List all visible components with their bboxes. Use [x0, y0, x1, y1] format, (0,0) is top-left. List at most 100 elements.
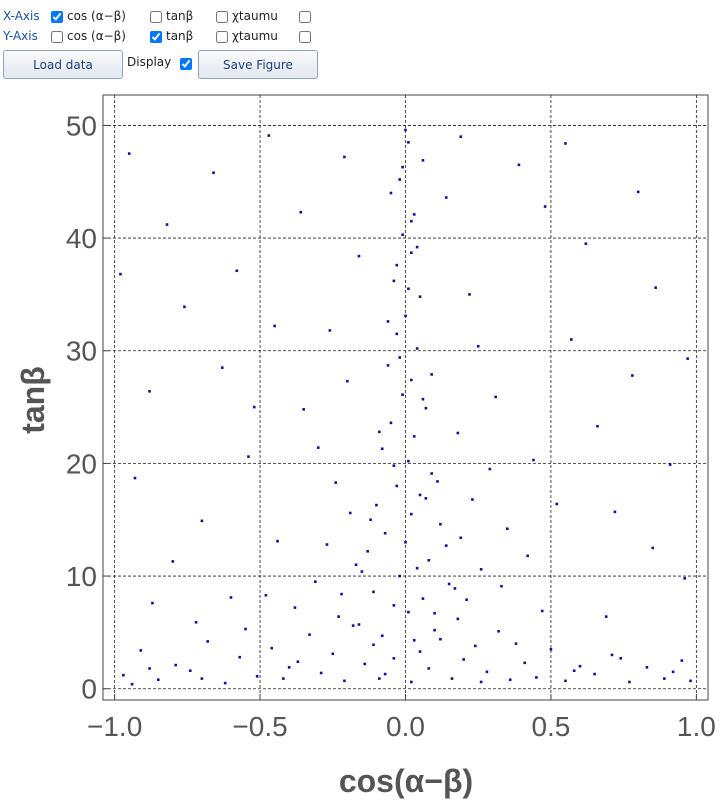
point: [357, 254, 361, 258]
point: [418, 650, 422, 653]
point: [453, 587, 457, 590]
point: [479, 680, 483, 684]
point: [651, 546, 655, 550]
point: [386, 364, 390, 367]
point: [247, 455, 250, 458]
checkbox[interactable]: [299, 31, 311, 43]
point: [459, 536, 463, 540]
point: [485, 670, 489, 674]
point: [235, 269, 239, 273]
point: [415, 347, 419, 350]
point: [683, 577, 687, 580]
point: [439, 637, 442, 641]
point: [238, 655, 242, 659]
point: [604, 615, 608, 618]
point: [686, 357, 689, 360]
point: [415, 245, 419, 249]
point: [645, 666, 649, 669]
point: [223, 681, 227, 685]
point: [410, 251, 413, 255]
point: [404, 314, 407, 318]
series: [119, 128, 692, 686]
point: [412, 435, 416, 438]
x-axis-title: cos(α−β): [339, 763, 473, 799]
point: [171, 560, 175, 563]
point: [308, 633, 311, 636]
point: [456, 431, 460, 435]
point: [328, 329, 332, 332]
y-axis-title: tanβ: [15, 366, 51, 434]
point: [421, 159, 425, 162]
point: [564, 679, 567, 683]
point: [380, 447, 384, 451]
point: [252, 405, 256, 409]
point: [165, 223, 169, 226]
checkbox[interactable]: [51, 31, 63, 43]
point: [619, 657, 623, 660]
point: [383, 672, 387, 676]
y-tick-label: 30: [66, 336, 97, 367]
point: [508, 678, 512, 682]
point: [407, 610, 410, 614]
point: [424, 406, 428, 410]
x-tick-label: 1.0: [677, 711, 716, 742]
checkbox[interactable]: [150, 11, 162, 23]
point: [255, 675, 259, 678]
point: [415, 566, 419, 570]
point: [325, 543, 329, 546]
option-label: χtaumu: [232, 29, 278, 43]
x-tick-label: 0.5: [531, 711, 570, 742]
point: [139, 649, 143, 652]
checkbox[interactable]: [51, 11, 63, 23]
y-tick-label: 10: [66, 561, 97, 592]
point: [366, 549, 369, 553]
point: [343, 679, 346, 683]
checkbox[interactable]: [299, 11, 311, 23]
point: [407, 459, 410, 463]
display-label: Display: [127, 55, 172, 69]
option-label: tanβ: [166, 29, 194, 43]
point: [468, 293, 471, 296]
point: [340, 592, 343, 596]
point: [418, 493, 422, 497]
option-label: cos (α−β): [67, 9, 126, 23]
point: [357, 623, 361, 626]
point: [194, 620, 198, 624]
point: [654, 286, 657, 289]
checkbox[interactable]: [180, 58, 192, 70]
point: [372, 590, 375, 594]
point: [401, 233, 404, 237]
point: [299, 210, 303, 214]
point: [596, 424, 599, 428]
load-button[interactable]: Load data: [3, 50, 123, 79]
y-tick-label: 40: [66, 223, 97, 254]
point: [378, 430, 381, 434]
point: [427, 558, 431, 562]
y-tick-label: 20: [66, 448, 97, 479]
save-button[interactable]: Save Figure: [198, 50, 318, 79]
point: [404, 128, 407, 132]
point: [543, 205, 547, 208]
point: [476, 344, 480, 348]
checkbox[interactable]: [216, 11, 228, 23]
point: [689, 679, 692, 683]
checkbox[interactable]: [216, 31, 228, 43]
point: [444, 196, 448, 199]
point: [293, 606, 297, 609]
point: [276, 539, 279, 543]
point: [517, 163, 521, 167]
point: [148, 390, 151, 393]
point: [398, 574, 401, 578]
point: [532, 458, 535, 462]
point: [127, 152, 131, 155]
point: [663, 677, 666, 680]
point: [183, 305, 186, 309]
point: [407, 141, 410, 144]
option-label: χtaumu: [232, 9, 278, 23]
checkbox[interactable]: [150, 31, 162, 43]
point: [430, 373, 433, 376]
point: [584, 242, 588, 246]
point: [369, 518, 372, 522]
point: [668, 463, 672, 466]
